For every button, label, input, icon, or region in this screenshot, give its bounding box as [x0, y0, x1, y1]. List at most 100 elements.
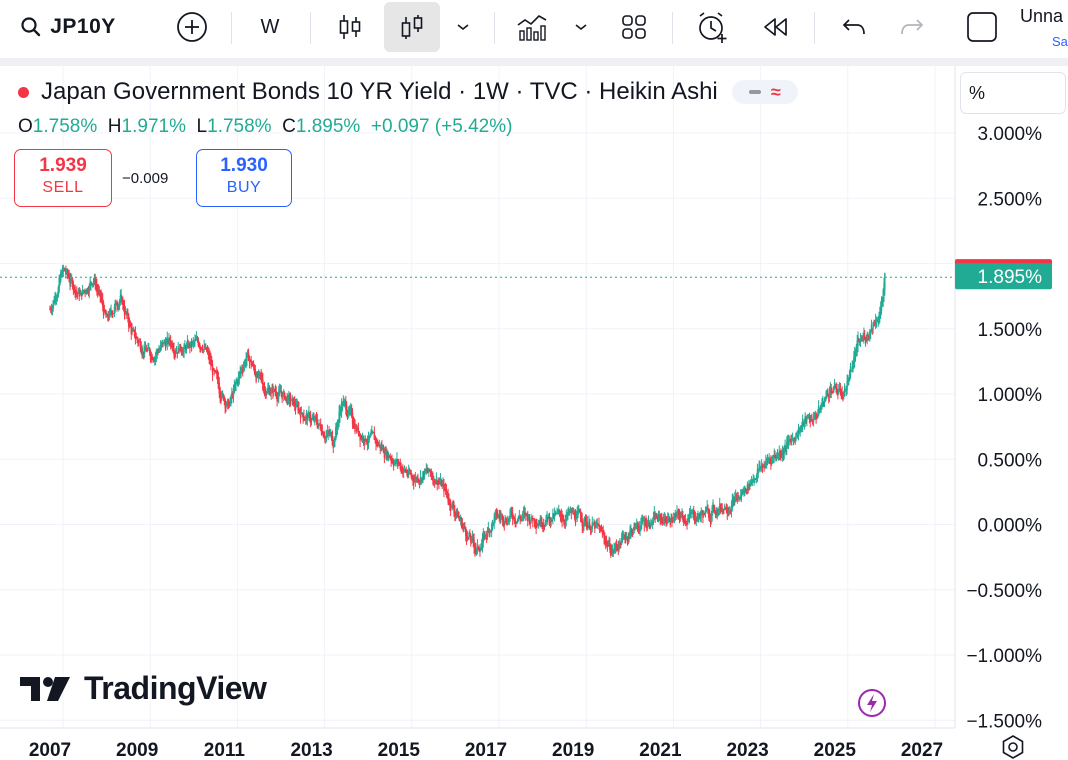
candle-body — [90, 281, 92, 285]
candle-body — [644, 520, 646, 523]
candle-body — [770, 459, 773, 462]
candle-body — [829, 386, 832, 393]
candle-body — [786, 440, 789, 446]
candle-body — [567, 509, 569, 516]
candle-body — [818, 409, 821, 411]
low-value: 1.758% — [207, 116, 272, 137]
candle-body — [646, 523, 648, 529]
redo-button[interactable] — [890, 0, 934, 54]
candle-body — [66, 271, 69, 274]
candle-body — [767, 458, 770, 461]
candle-body — [590, 528, 593, 530]
candle-body — [848, 370, 851, 381]
candle-body — [713, 507, 716, 513]
candle-body — [413, 480, 416, 482]
layouts-button[interactable] — [612, 0, 656, 54]
candle-body — [571, 511, 573, 513]
layout-name[interactable]: Unna — [1020, 6, 1064, 26]
candle-body — [739, 497, 741, 499]
candle-body — [469, 535, 471, 538]
legend-title[interactable]: Japan Government Bonds 10 YR Yield · 1W … — [41, 78, 718, 105]
candle-body — [622, 533, 625, 539]
candle-body — [487, 527, 490, 533]
candle-body — [768, 459, 770, 461]
candle-body — [96, 284, 98, 290]
compare-symbol-button[interactable] — [170, 0, 214, 54]
chart-type-dropdown[interactable] — [446, 0, 480, 54]
undo-button[interactable] — [832, 0, 876, 54]
candle-body — [338, 411, 340, 424]
indicators-dropdown[interactable] — [566, 0, 596, 54]
heikin-ashi-style-button[interactable] — [384, 2, 440, 52]
candle-body — [414, 477, 417, 482]
layout-toggle-button[interactable] — [960, 0, 1004, 54]
lightning-icon[interactable] — [857, 688, 887, 718]
candle-body — [88, 285, 91, 293]
indicators-button[interactable] — [510, 0, 554, 54]
candle-body — [137, 338, 139, 344]
candle-body — [114, 300, 117, 311]
candle-body — [685, 521, 687, 524]
candle-body — [655, 515, 657, 518]
candle-body — [255, 372, 257, 382]
symbol-search-button[interactable]: JP10Y — [8, 0, 128, 54]
candle-body — [610, 546, 612, 556]
candle-body — [415, 479, 417, 481]
candle-body — [730, 505, 733, 512]
interval-button[interactable]: W — [248, 0, 292, 54]
sell-button[interactable]: 1.939 SELL — [14, 149, 112, 207]
candle-body — [651, 521, 654, 523]
price-unit-select[interactable]: % — [960, 72, 1066, 114]
candle-body — [516, 519, 519, 523]
candle-body — [662, 518, 664, 525]
candle-body — [456, 511, 459, 518]
legend-badges[interactable]: ≈ — [731, 80, 798, 104]
candle-body — [387, 455, 390, 457]
buy-button[interactable]: 1.930 BUY — [196, 149, 292, 207]
buy-label: BUY — [226, 179, 262, 196]
candle-body — [357, 428, 360, 434]
candle-body — [138, 341, 141, 343]
candle-body — [223, 396, 225, 402]
settings-gear-icon[interactable] — [1000, 734, 1026, 760]
price-chart[interactable]: 3.000% 2.500% 1.500% 1.000% 0.500% 0.000% −0.5… — [0, 66, 1068, 759]
candle-body — [745, 489, 748, 494]
candle-body — [390, 457, 392, 461]
candle-body — [159, 344, 162, 351]
candle-body — [641, 519, 644, 522]
candle-body — [197, 339, 199, 346]
candle-body — [617, 546, 619, 551]
candle-body — [359, 433, 361, 441]
tradingview-logo[interactable]: TradingView — [20, 670, 267, 707]
candle-body — [455, 510, 458, 514]
candle-body — [345, 401, 347, 410]
candle-body — [565, 513, 568, 522]
candle-body — [392, 461, 395, 467]
candle-body — [713, 506, 715, 509]
alert-button[interactable] — [690, 0, 734, 54]
y-tick-label: −0.500% — [966, 581, 1042, 602]
candle-body — [370, 433, 372, 436]
candle-body — [406, 471, 408, 475]
candle-body — [877, 320, 879, 322]
candle-body — [162, 342, 164, 345]
candle-body — [426, 469, 428, 471]
candles-style-button[interactable] — [328, 0, 372, 54]
candle-body — [261, 375, 263, 383]
candle-body — [50, 309, 52, 311]
candle-body — [76, 292, 79, 295]
candle-body — [65, 270, 68, 273]
candle-body — [579, 511, 582, 519]
candle-body — [262, 378, 264, 390]
candle-body — [608, 541, 610, 546]
candle-body — [589, 526, 592, 532]
replay-button[interactable] — [754, 0, 798, 54]
candle-body — [265, 392, 267, 396]
brand-name: TradingView — [84, 670, 267, 706]
candle-body — [545, 514, 547, 525]
candle-body — [672, 520, 674, 523]
candle-body — [366, 441, 369, 445]
last-price-tag — [955, 263, 1052, 290]
candle-body — [724, 507, 727, 510]
candle-body — [332, 440, 334, 449]
